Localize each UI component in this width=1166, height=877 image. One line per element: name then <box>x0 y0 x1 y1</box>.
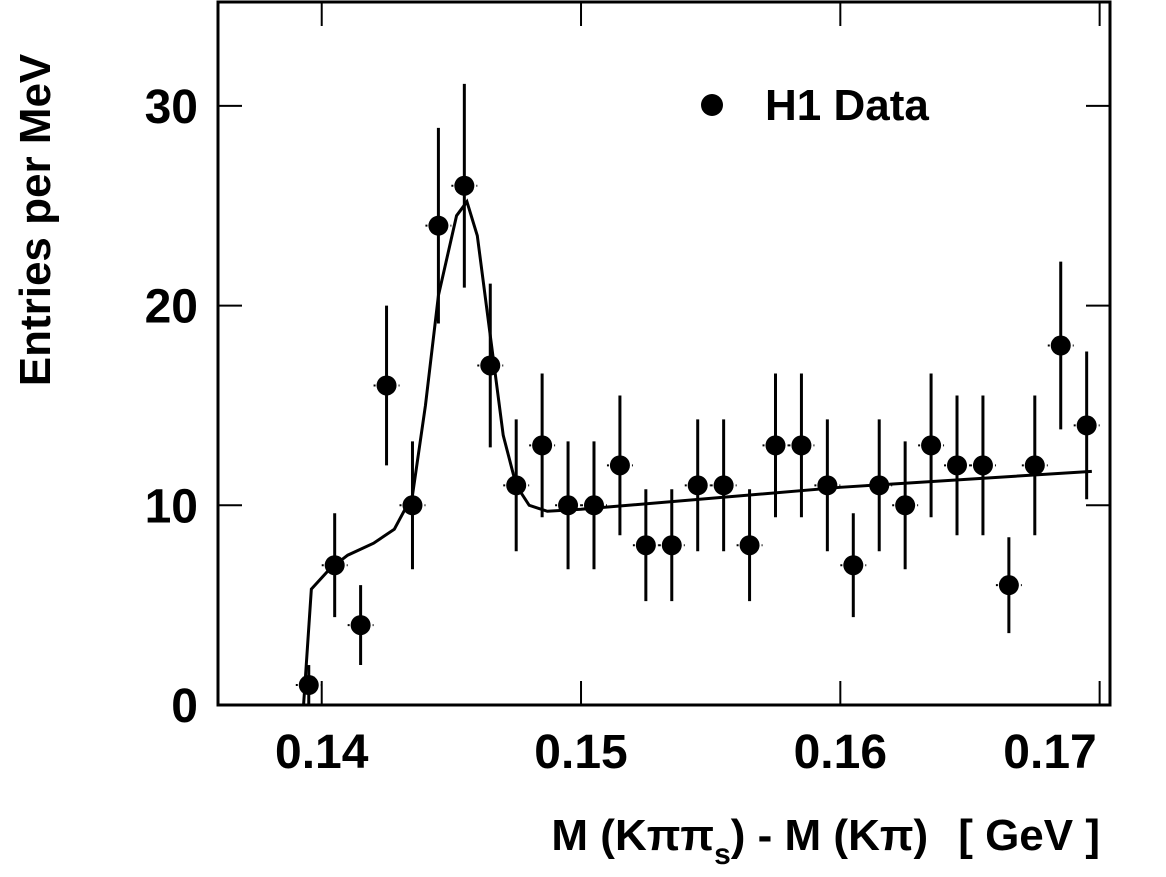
data-point <box>739 535 760 556</box>
x-title-part: M (Kππ <box>551 811 714 860</box>
data-point <box>298 675 319 696</box>
fit-curve <box>218 198 1092 707</box>
x-title-unit: [ GeV ] <box>958 811 1100 860</box>
plot-frame <box>216 0 1112 707</box>
data-point <box>428 215 449 236</box>
data-point <box>1076 415 1097 436</box>
data-point <box>402 495 423 516</box>
y-tick-label: 20 <box>145 281 198 334</box>
y-tick-label: 30 <box>145 81 198 134</box>
legend-label: H1 Data <box>765 81 929 130</box>
y-axis-title: Entries per MeV <box>11 53 60 386</box>
x-tick-label: 0.14 <box>275 726 369 779</box>
x-tick-label: 0.15 <box>534 726 627 779</box>
legend-marker <box>701 94 723 116</box>
data-point <box>713 475 734 496</box>
data-point <box>350 615 371 636</box>
data-point <box>661 535 682 556</box>
x-axis-title: M (Kππs) - M (Kπ) [ GeV ] <box>551 811 1100 871</box>
x-tick-label: 0.17 <box>1003 726 1096 779</box>
data-point <box>895 495 916 516</box>
data-point <box>506 475 527 496</box>
data-point <box>972 455 993 476</box>
data-point <box>1050 335 1071 356</box>
data-point <box>609 455 630 476</box>
data-point <box>1024 455 1045 476</box>
data-point <box>376 375 397 396</box>
data-point <box>765 435 786 456</box>
data-point <box>817 475 838 496</box>
y-tick-label: 0 <box>171 680 198 733</box>
data-point <box>947 455 968 476</box>
data-point <box>791 435 812 456</box>
x-tick-label: 0.16 <box>794 726 887 779</box>
data-point <box>324 555 345 576</box>
x-title-sub: s <box>714 838 731 871</box>
data-point <box>583 495 604 516</box>
x-title-part: ) - M (Kπ) <box>731 811 928 860</box>
data-point <box>843 555 864 576</box>
data-point <box>635 535 656 556</box>
data-point <box>532 435 553 456</box>
data-point <box>454 175 475 196</box>
data-point <box>998 575 1019 596</box>
data-point <box>687 475 708 496</box>
data-point <box>869 475 890 496</box>
data-point <box>558 495 579 516</box>
y-tick-label: 10 <box>145 480 198 533</box>
data-point <box>480 355 501 376</box>
data-point <box>921 435 942 456</box>
